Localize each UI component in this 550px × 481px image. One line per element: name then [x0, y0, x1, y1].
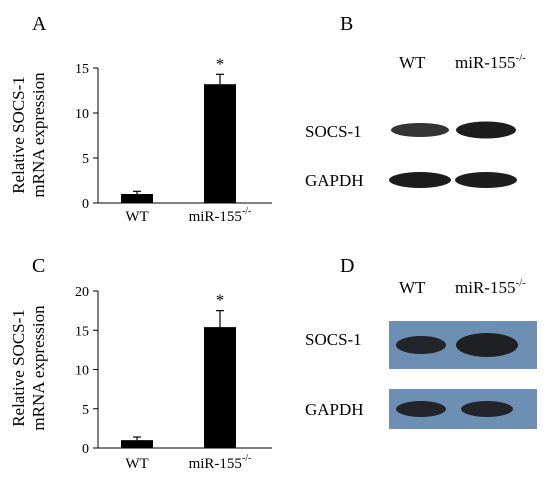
blot-d-col-mir155: miR-155-/-: [455, 277, 526, 297]
blot-b-row-gapdh: GAPDH: [305, 171, 364, 190]
western-blot-d: WT miR-155-/- SOCS-1 GAPDH: [305, 277, 537, 429]
chart-c-bar-1: [204, 327, 236, 448]
chart-a-ytick-label: 0: [82, 197, 89, 212]
chart-c-ytick-label: 0: [82, 442, 89, 457]
chart-a-bar-1: [204, 84, 236, 203]
chart-c-category-label-1: miR-155-/-: [189, 453, 252, 472]
chart-a-ytick-label: 5: [82, 152, 89, 167]
blot-b-band-1-1: [455, 172, 517, 188]
chart-a-category-label-1: miR-155-/-: [189, 206, 252, 225]
chart-a-ytick-label: 10: [75, 107, 89, 122]
chart-a-ytick-label: 15: [75, 62, 89, 77]
blot-b-band-0-1: [456, 121, 516, 139]
chart-c-ytick-label: 15: [75, 324, 89, 339]
chart-c: Relative SOCS-1 mRNA expression 0 5 10 15 20…: [9, 285, 272, 472]
chart-c-ytick-label: 10: [75, 364, 89, 379]
chart-a: Relative SOCS-1 mRNA expression 0 5 10 15 WT…: [9, 54, 272, 225]
chart-c-category-label-0: WT: [125, 456, 148, 472]
chart-a-category-label-0: WT: [125, 209, 148, 225]
blot-b-col-mir155: miR-155-/-: [455, 52, 526, 72]
chart-c-bar-0: [121, 440, 153, 448]
chart-a-ylabel-line1: Relative SOCS-1: [9, 76, 28, 194]
chart-c-ylabel-line1: Relative SOCS-1: [9, 309, 28, 427]
blot-d-col-wt: WT: [399, 278, 426, 297]
blot-b-col-wt: WT: [399, 53, 426, 72]
chart-c-ylabel-line2: mRNA expression: [29, 305, 48, 431]
chart-a-ylabel-line2: mRNA expression: [29, 72, 48, 198]
blot-b-band-0-0: [391, 123, 449, 137]
chart-a-bar-0: [121, 194, 153, 203]
blot-d-row-gapdh: GAPDH: [305, 400, 364, 419]
panel-letter-c: C: [32, 255, 45, 277]
blot-d-band-1-1: [461, 401, 513, 417]
blot-d-row-socs1: SOCS-1: [305, 330, 362, 349]
panel-letter-d: D: [340, 255, 354, 277]
western-blot-b: WT miR-155-/- SOCS-1 GAPDH: [305, 52, 540, 205]
blot-b-row-socs1: SOCS-1: [305, 122, 362, 141]
blot-d-band-1-0: [396, 401, 446, 417]
panel-letter-b: B: [340, 13, 353, 35]
chart-a-significance-1: *: [216, 54, 225, 73]
blot-d-band-0-1: [456, 333, 518, 357]
chart-c-ytick-label: 5: [82, 403, 89, 418]
blot-b-band-1-0: [389, 172, 451, 188]
blot-d-band-0-0: [396, 336, 446, 354]
chart-c-significance-1: *: [216, 291, 225, 310]
panel-letter-a: A: [32, 13, 47, 35]
chart-c-ytick-label: 20: [75, 285, 89, 300]
